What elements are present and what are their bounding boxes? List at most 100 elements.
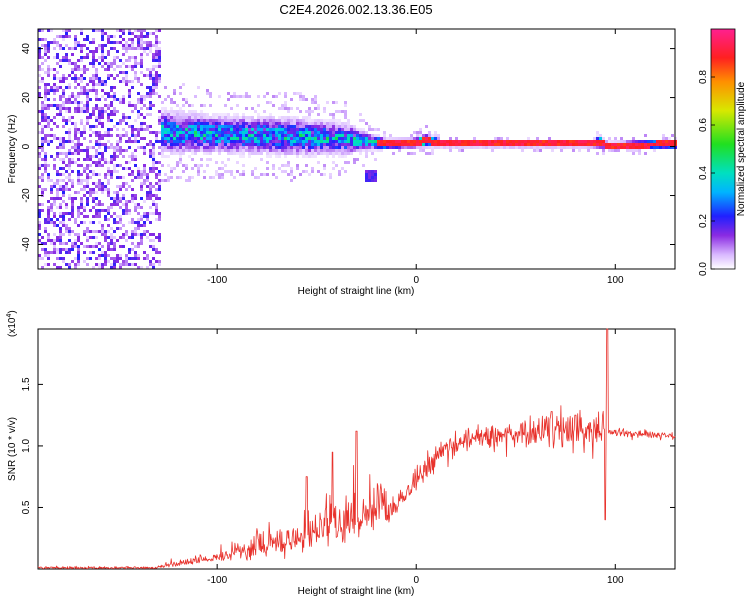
spectrogram-cell [329,119,332,122]
spectrogram-cell [191,104,194,107]
spectrogram-cell [140,233,143,236]
spectrogram-cell [200,143,203,146]
spectrogram-cell [47,41,50,44]
spectrogram-cell [131,248,134,251]
spectrogram-cell [608,143,611,146]
spectrogram-cell [101,137,104,140]
spectrogram-cell [242,149,245,152]
spectrogram-cell [404,146,407,149]
spectrogram-cell [368,134,371,137]
spectrogram-cell [323,107,326,110]
spectrogram-cell [59,98,62,101]
spectrogram-cell [443,146,446,149]
spectrogram-cell [104,131,107,134]
spectrogram-cell [314,131,317,134]
spectrogram-cell [293,128,296,131]
spectrogram-cell [161,107,164,110]
spectrogram-cell [197,116,200,119]
spectrogram-cell [104,149,107,152]
spectrogram-cell [143,221,146,224]
spectrogram-cell [227,149,230,152]
spectrogram-cell [146,113,149,116]
spectrogram-cell [278,119,281,122]
spectrogram-cell [41,104,44,107]
spectrogram-cell [161,134,164,137]
spectrogram-cell [122,182,125,185]
spectrogram-cell [122,98,125,101]
spectrogram-cell [668,140,671,143]
spectrogram-cell [83,185,86,188]
spectrogram-cell [236,119,239,122]
spectrogram-cell [404,140,407,143]
spectrogram-cell [314,155,317,158]
spectrogram-cell [113,86,116,89]
spectrogram-cell [158,80,161,83]
spectrogram-cell [65,155,68,158]
spectrogram-cell [596,134,599,137]
spectrogram-cell [188,119,191,122]
spectrogram-cell [317,140,320,143]
spectrogram-cell [83,107,86,110]
spectrogram-cell [149,155,152,158]
spectrogram-cell [437,137,440,140]
spectrogram-cell [383,137,386,140]
spectrogram-cell [50,188,53,191]
spectrogram-cell [71,203,74,206]
spectrogram-cell [167,125,170,128]
spectrogram-cell [194,131,197,134]
spectrogram-cell [344,116,347,119]
spectrogram-cell [71,242,74,245]
spectrogram-cell [134,128,137,131]
spectrogram-cell [95,71,98,74]
spectrogram-cell [422,149,425,152]
spectrogram-cell [221,161,224,164]
spectrogram-cell [155,74,158,77]
spectrogram-cell [137,38,140,41]
spectrogram-cell [125,257,128,260]
spectrogram-cell [563,143,566,146]
spectrogram-cell [143,170,146,173]
spectrogram-cell [101,107,104,110]
spectrogram-cell [608,137,611,140]
spectrogram-cell [155,86,158,89]
spectrogram-cell [140,101,143,104]
spectrogram-cell [188,137,191,140]
spectrogram-cell [212,176,215,179]
spectrogram-cell [101,188,104,191]
spectrogram-cell [71,161,74,164]
spectrogram-cell [98,152,101,155]
spectrogram-cell [308,107,311,110]
spectrogram-cell [557,143,560,146]
spectrogram-cell [110,104,113,107]
spectrogram-cell [635,146,638,149]
spectrogram-cell [236,161,239,164]
spectrogram-cell [236,152,239,155]
spectrogram-cell [254,140,257,143]
spectrogram-cell [290,116,293,119]
spectrogram-cell [293,116,296,119]
spectrogram-cell [182,104,185,107]
spectrogram-cell [230,122,233,125]
spectrogram-cell [107,128,110,131]
spectrogram-cell [149,71,152,74]
spectrogram-cell [92,221,95,224]
spectrogram-cell [272,173,275,176]
spectrogram-cell [218,119,221,122]
spectrogram-cell [137,212,140,215]
spectrogram-cell [515,143,518,146]
spectrogram-cell [47,218,50,221]
spectrogram-cell [122,209,125,212]
spectrogram-cell [152,194,155,197]
spectrogram-cell [287,116,290,119]
spectrogram-cell [137,41,140,44]
spectrogram-cell [89,221,92,224]
spectrogram-cell [545,143,548,146]
spectrogram-cell [41,236,44,239]
spectrogram-cell [59,212,62,215]
spectrogram-cell [527,143,530,146]
spectrogram-cell [53,203,56,206]
spectrogram-cell [83,149,86,152]
spectrogram-cell [281,119,284,122]
spectrogram-cell [548,137,551,140]
spectrogram-cell [185,122,188,125]
